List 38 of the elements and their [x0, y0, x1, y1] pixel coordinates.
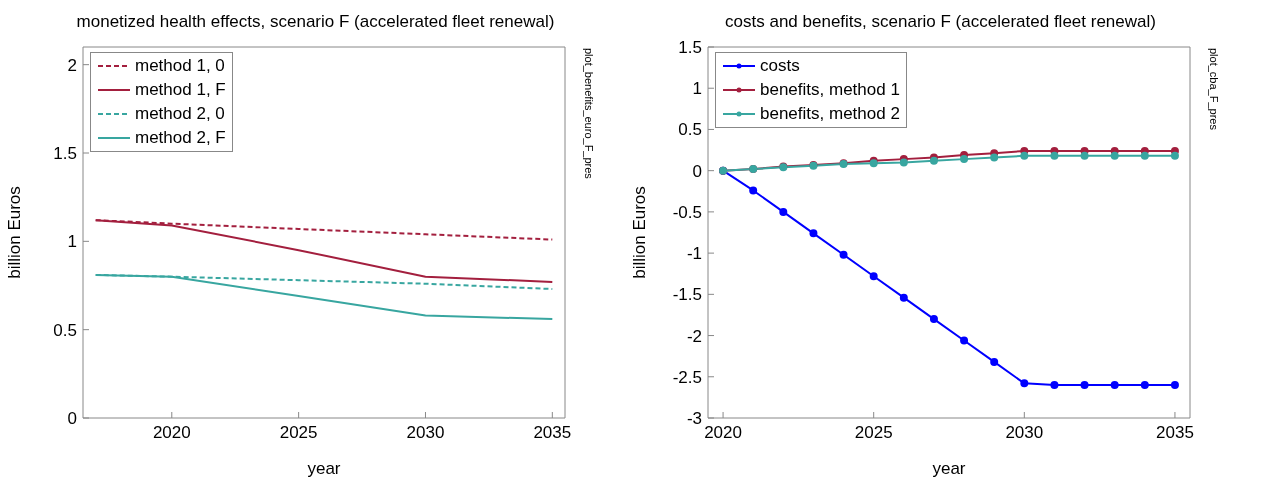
y-tick-label: -0.5 — [672, 202, 702, 222]
legend-label: method 2, 0 — [135, 104, 225, 124]
x-tick-label: 2030 — [406, 423, 445, 443]
x-tick-label: 2020 — [704, 423, 742, 443]
text: plot_benefits_euro_F_pres — [583, 48, 595, 179]
y-tick-label: 0 — [67, 409, 77, 429]
x-tick-label: 2035 — [1156, 423, 1194, 443]
x-tick-label: 2020 — [152, 423, 191, 443]
y-tick-label: 0.5 — [678, 120, 702, 140]
legend-label: benefits, method 1 — [760, 80, 900, 100]
y-tick-label: 1 — [67, 232, 77, 252]
x-tick-label: 2030 — [1005, 423, 1044, 443]
x-tick-label: 2025 — [279, 423, 318, 443]
text: plot_cba_F_pres — [1208, 48, 1220, 130]
y-tick-label: 0.5 — [53, 320, 77, 340]
y-axis-title: billion Euros — [5, 186, 25, 279]
legend-label: benefits, method 2 — [760, 104, 900, 124]
x-axis-title: year — [932, 459, 966, 478]
chart-title: costs and benefits, scenario F (accelerated fleet renewal) — [724, 12, 1157, 32]
legend-label: costs — [760, 56, 800, 76]
y-tick-label: 2 — [67, 55, 77, 75]
legend-label: method 2, F — [135, 128, 226, 148]
x-tick-label: 2025 — [854, 423, 893, 443]
y-tick-label: -1.5 — [672, 285, 702, 305]
y-tick-label: -2 — [686, 326, 702, 346]
y-axis-title: billion Euros — [630, 186, 650, 279]
x-axis-title: year — [307, 459, 341, 478]
y-tick-label: -2.5 — [672, 367, 702, 387]
y-tick-label: -1 — [686, 244, 702, 264]
y-tick-label: 1.5 — [53, 144, 77, 164]
y-tick-label: -3 — [686, 409, 702, 429]
legend-label: method 1, F — [135, 80, 226, 100]
x-tick-label: 2035 — [533, 423, 572, 443]
y-tick-label: 1.5 — [678, 38, 702, 58]
chart-title: monetized health effects, scenario F (accelerated fleet renewal) — [75, 12, 556, 32]
y-tick-label: 1 — [692, 79, 702, 99]
y-tick-label: 0 — [692, 161, 702, 181]
legend-label: method 1, 0 — [135, 56, 225, 76]
